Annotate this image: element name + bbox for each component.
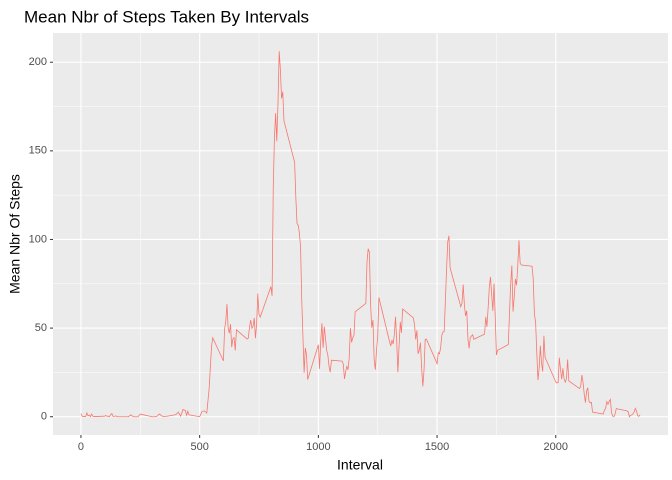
y-tick-label: 50 — [35, 322, 47, 334]
line-series — [80, 51, 641, 418]
x-tick-label: 500 — [190, 441, 208, 453]
x-axis-title: Interval — [337, 457, 383, 473]
x-tick-label: 0 — [78, 441, 84, 453]
panel — [53, 33, 668, 435]
x-tick-label: 2000 — [544, 441, 568, 453]
y-tick-label: 200 — [29, 56, 47, 68]
x-tick-label: 1500 — [425, 441, 449, 453]
grid — [53, 33, 668, 435]
x-tick-label: 1000 — [306, 441, 330, 453]
y-tick-label: 0 — [41, 411, 47, 423]
plot — [80, 51, 641, 418]
y-axis-title: Mean Nbr Of Steps — [7, 174, 23, 294]
chart-title: Mean Nbr of Steps Taken By Intervals — [24, 7, 309, 26]
y-tick-label: 100 — [29, 233, 47, 245]
y-tick-label: 150 — [29, 145, 47, 157]
